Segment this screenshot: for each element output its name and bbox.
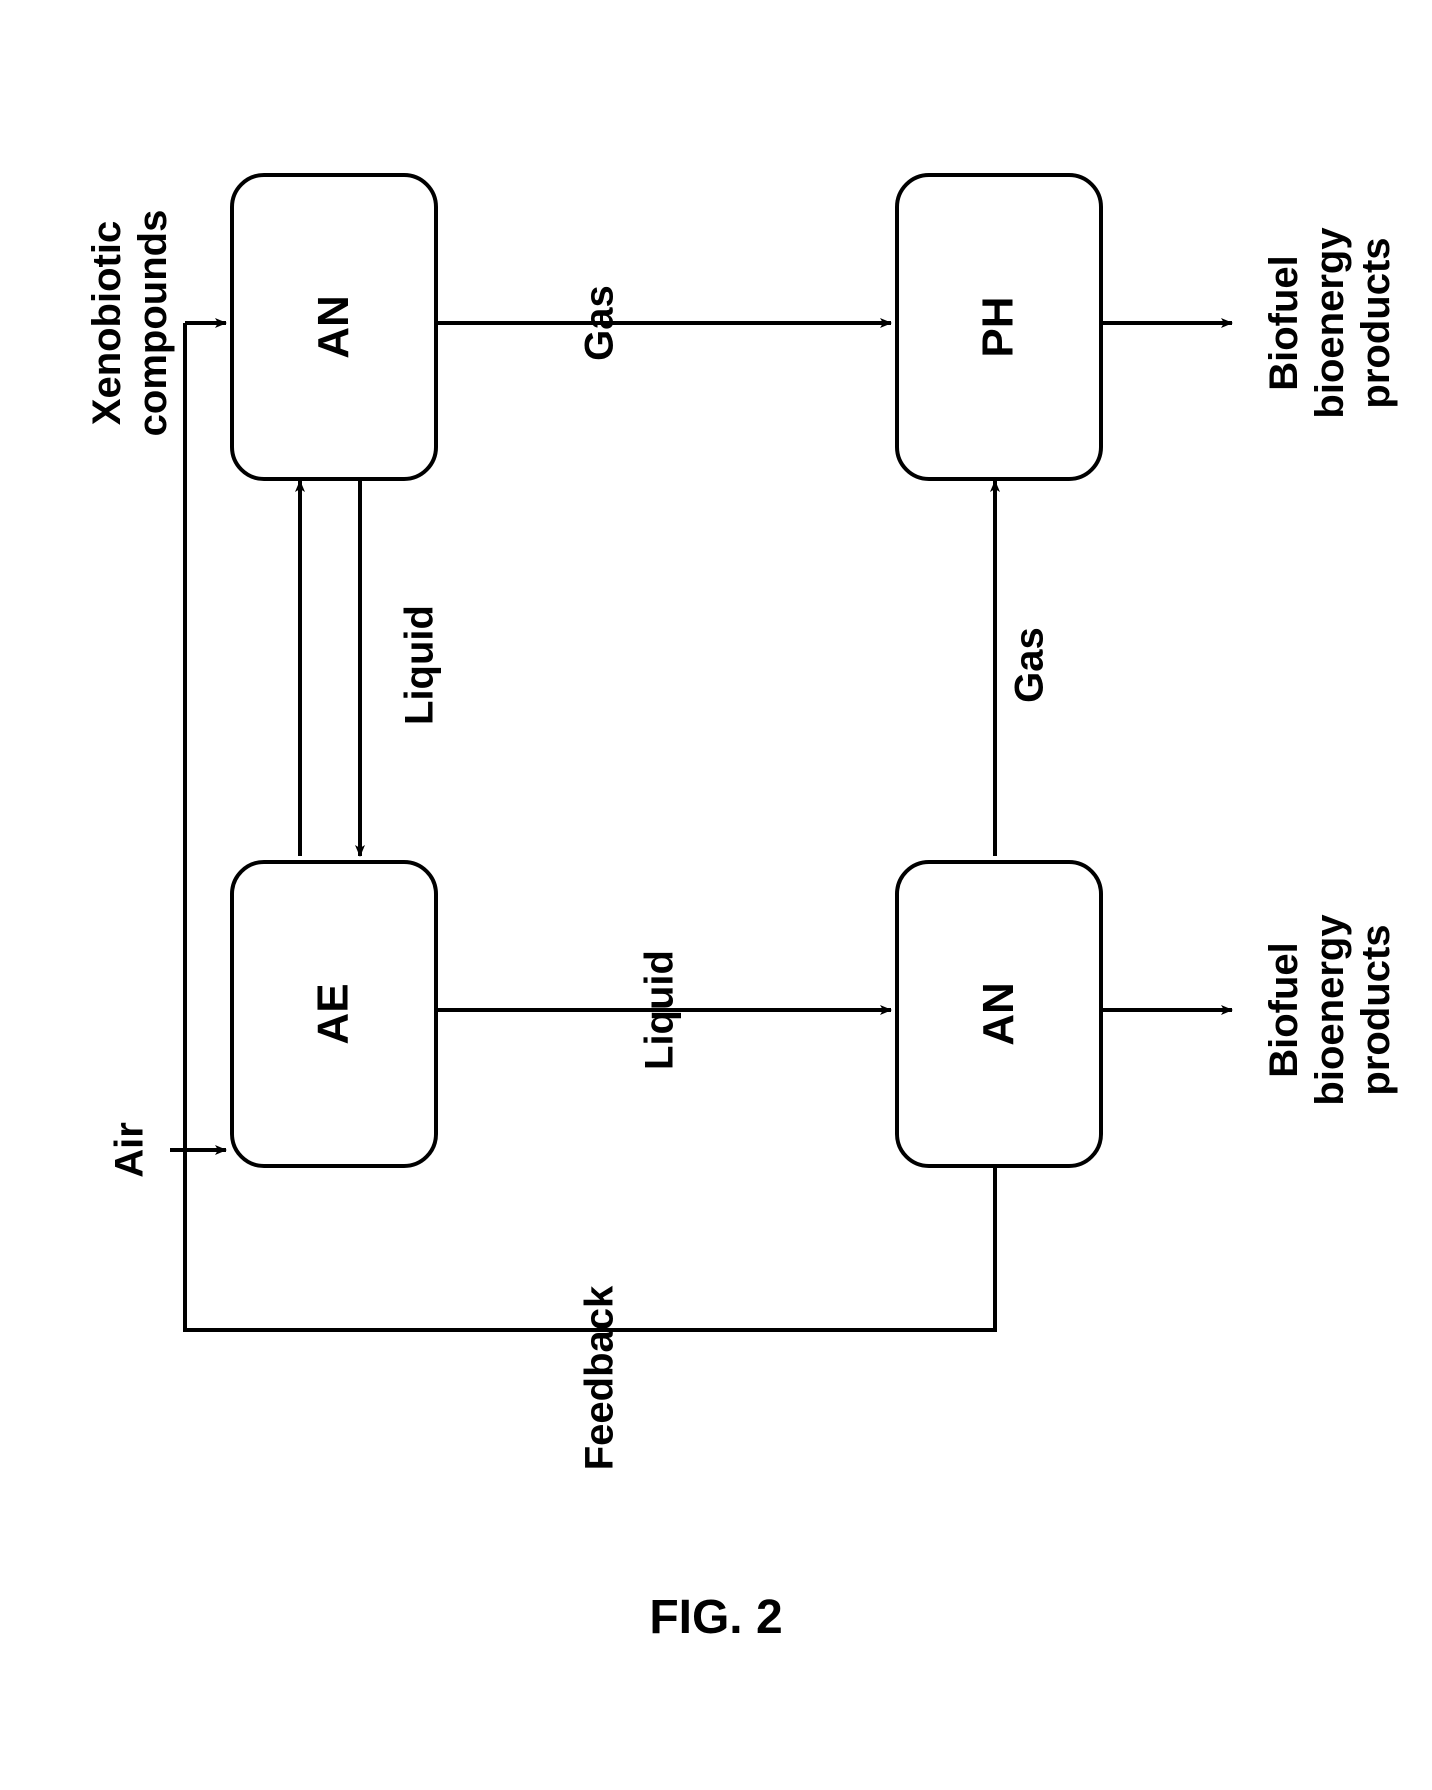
label-biofuel-top: Biofuel bioenergy products xyxy=(1230,254,1430,392)
label-xenobiotic: Xenobiotic compounds xyxy=(30,277,230,369)
node-ph: PH xyxy=(895,173,1103,481)
label-liquid-bottom: Liquid xyxy=(560,988,760,1033)
label-biofuel-bottom: Biofuel bioenergy products xyxy=(1230,941,1430,1079)
label-gas-top: Gas xyxy=(500,301,700,346)
node-an-top-label: AN xyxy=(309,295,359,359)
label-biofuel-bottom-l1: Biofuel xyxy=(1262,942,1306,1078)
figure-caption: FIG. 2 xyxy=(0,1590,1432,1645)
label-liquid-left-text: Liquid xyxy=(398,605,442,725)
label-gas-right-text: Gas xyxy=(1008,627,1052,703)
label-xenobiotic-l2: compounds xyxy=(131,210,175,437)
label-gas-top-text: Gas xyxy=(578,285,622,361)
label-biofuel-bottom-l3: products xyxy=(1354,924,1398,1095)
label-air: Air xyxy=(70,1128,190,1173)
node-ae-label: AE xyxy=(309,983,359,1044)
node-ae: AE xyxy=(230,860,438,1168)
figure-caption-text: FIG. 2 xyxy=(649,1591,782,1644)
label-air-text: Air xyxy=(108,1122,152,1178)
node-an-bottom: AN xyxy=(895,860,1103,1168)
label-liquid-bottom-text: Liquid xyxy=(638,950,682,1070)
label-liquid-left: Liquid xyxy=(320,643,520,688)
label-biofuel-top-l2: bioenergy xyxy=(1308,227,1352,418)
label-feedback: Feedback xyxy=(450,1356,750,1401)
label-biofuel-top-l3: products xyxy=(1354,237,1398,408)
label-feedback-text: Feedback xyxy=(578,1286,622,1471)
label-gas-right: Gas xyxy=(930,643,1130,688)
label-xenobiotic-l1: Xenobiotic xyxy=(85,221,129,425)
node-an-bottom-label: AN xyxy=(974,982,1024,1046)
label-biofuel-bottom-l2: bioenergy xyxy=(1308,914,1352,1105)
label-biofuel-top-l1: Biofuel xyxy=(1262,255,1306,391)
arrows-layer xyxy=(0,0,1432,1790)
node-ph-label: PH xyxy=(974,296,1024,357)
node-an-top: AN xyxy=(230,173,438,481)
diagram-canvas: AN PH AE AN xyxy=(0,0,1432,1790)
